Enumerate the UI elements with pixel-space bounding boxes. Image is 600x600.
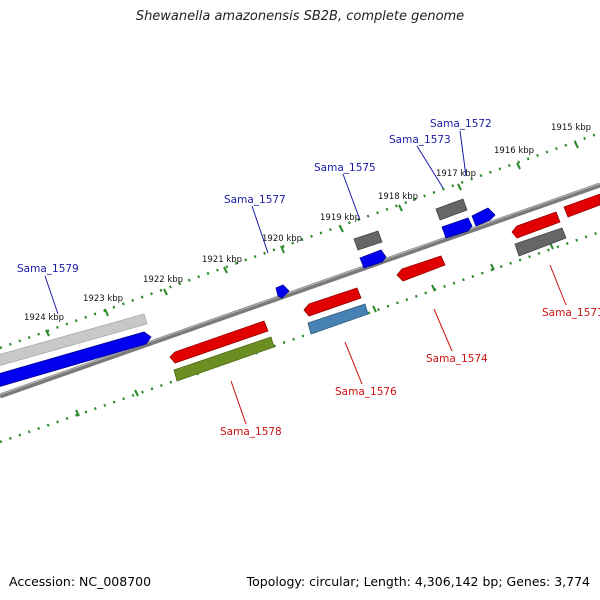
kbp-label: 1915 kbp <box>551 123 591 133</box>
kbp-tick <box>104 308 109 317</box>
callout-line <box>433 308 453 352</box>
gene-sama-1571-red-bar[interactable] <box>511 211 561 239</box>
gene-sama-1573-bar[interactable] <box>435 198 468 221</box>
gene-labels-bottom: Sama_1578 Sama_1576 Sama_1574 Sama_1571 <box>220 307 600 438</box>
kbp-tick <box>398 204 403 212</box>
gene-label-sama-1577[interactable]: Sama_1577 <box>224 194 286 206</box>
callout-line <box>342 173 361 221</box>
gene-label-sama-1579[interactable]: Sama_1579 <box>17 263 79 275</box>
kbp-tick <box>45 329 50 337</box>
gene-label-sama-1578[interactable]: Sama_1578 <box>220 426 282 438</box>
genome-backbone-highlight <box>0 182 600 396</box>
kbp-tick <box>280 245 285 254</box>
kbp-label: 1921 kbp <box>202 255 242 265</box>
gene-sama-1572-bar[interactable] <box>471 207 496 227</box>
gene-red-right-top[interactable] <box>563 193 600 218</box>
callout-line <box>416 145 444 189</box>
gene-label-sama-1576[interactable]: Sama_1576 <box>335 386 397 398</box>
kbp-tick <box>75 409 80 417</box>
callout-line <box>230 380 247 425</box>
gene-label-sama-1572[interactable]: Sama_1572 <box>430 118 492 130</box>
gene-label-sama-1571[interactable]: Sama_1571 <box>542 307 600 319</box>
kbp-label: 1923 kbp <box>83 294 123 304</box>
gene-label-sama-1573[interactable]: Sama_1573 <box>389 134 451 146</box>
accession-text: Accession: NC_008700 <box>9 574 152 589</box>
kbp-label: 1916 kbp <box>494 146 534 156</box>
top-kbp-ticks: 1924 kbp 1923 kbp 1922 kbp 1921 kbp 1920… <box>24 123 591 337</box>
top-ruler <box>0 131 600 350</box>
callout-lines <box>44 130 567 425</box>
kbp-tick <box>516 162 521 170</box>
kbp-tick <box>223 266 228 274</box>
gene-sama-1574-bar[interactable] <box>396 255 446 282</box>
reverse-genes <box>169 211 567 382</box>
gene-sama-1579-bar[interactable] <box>0 313 148 366</box>
kbp-tick <box>431 284 436 292</box>
forward-genes <box>0 193 600 387</box>
gene-label-sama-1574[interactable]: Sama_1574 <box>426 353 488 365</box>
gene-label-sama-1575[interactable]: Sama_1575 <box>314 162 376 174</box>
callout-line <box>44 275 59 315</box>
callout-line <box>344 341 363 385</box>
kbp-label: 1918 kbp <box>378 192 418 202</box>
kbp-label: 1919 kbp <box>320 213 360 223</box>
kbp-label: 1920 kbp <box>262 234 302 244</box>
map-title: Shewanella amazonensis SB2B, complete ge… <box>135 9 465 24</box>
callout-line <box>549 264 567 306</box>
gene-sama-1578-olive-bar[interactable] <box>173 336 275 382</box>
gene-blue-small-2[interactable] <box>441 217 473 239</box>
gene-sama-1576-red-bar[interactable] <box>303 287 362 317</box>
gene-labels-top: Sama_1579 Sama_1577 Sama_1575 Sama_1573 … <box>17 118 492 275</box>
kbp-label: 1917 kbp <box>436 169 476 179</box>
gene-blue-bar[interactable] <box>0 331 152 387</box>
gene-blue-small-1[interactable] <box>359 249 387 269</box>
kbp-tick <box>574 141 579 149</box>
genome-summary-text: Topology: circular; Length: 4,306,142 bp… <box>246 574 590 589</box>
genome-backbone <box>0 182 600 399</box>
kbp-tick <box>457 183 462 191</box>
kbp-label: 1922 kbp <box>143 275 183 285</box>
gene-sama-1571-bar[interactable] <box>514 227 567 257</box>
kbp-tick <box>134 389 139 397</box>
gene-sama-1576-bar[interactable] <box>307 303 369 335</box>
kbp-tick <box>163 288 168 296</box>
gene-sama-1578-red-bar[interactable] <box>169 320 269 364</box>
kbp-tick <box>339 225 344 233</box>
gene-sama-1575-bar[interactable] <box>353 230 383 251</box>
kbp-tick <box>372 305 377 313</box>
gene-sama-1577-bar[interactable] <box>275 284 290 299</box>
kbp-label: 1924 kbp <box>24 313 64 323</box>
callout-line <box>251 205 269 254</box>
kbp-tick <box>490 263 495 271</box>
callout-line <box>459 130 467 177</box>
